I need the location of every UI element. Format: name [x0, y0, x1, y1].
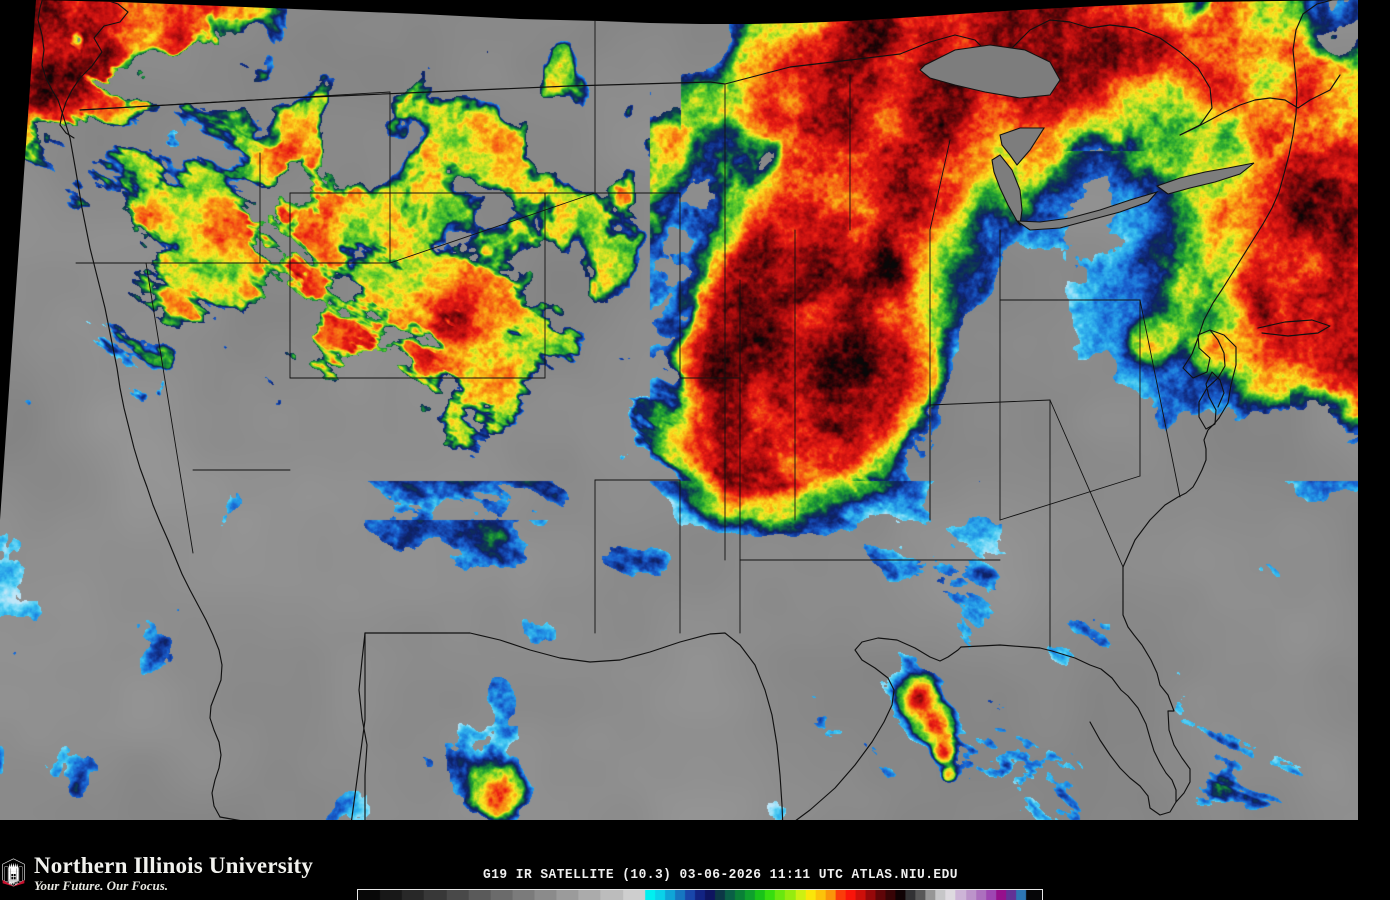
svg-text:NIU: NIU	[9, 881, 18, 887]
